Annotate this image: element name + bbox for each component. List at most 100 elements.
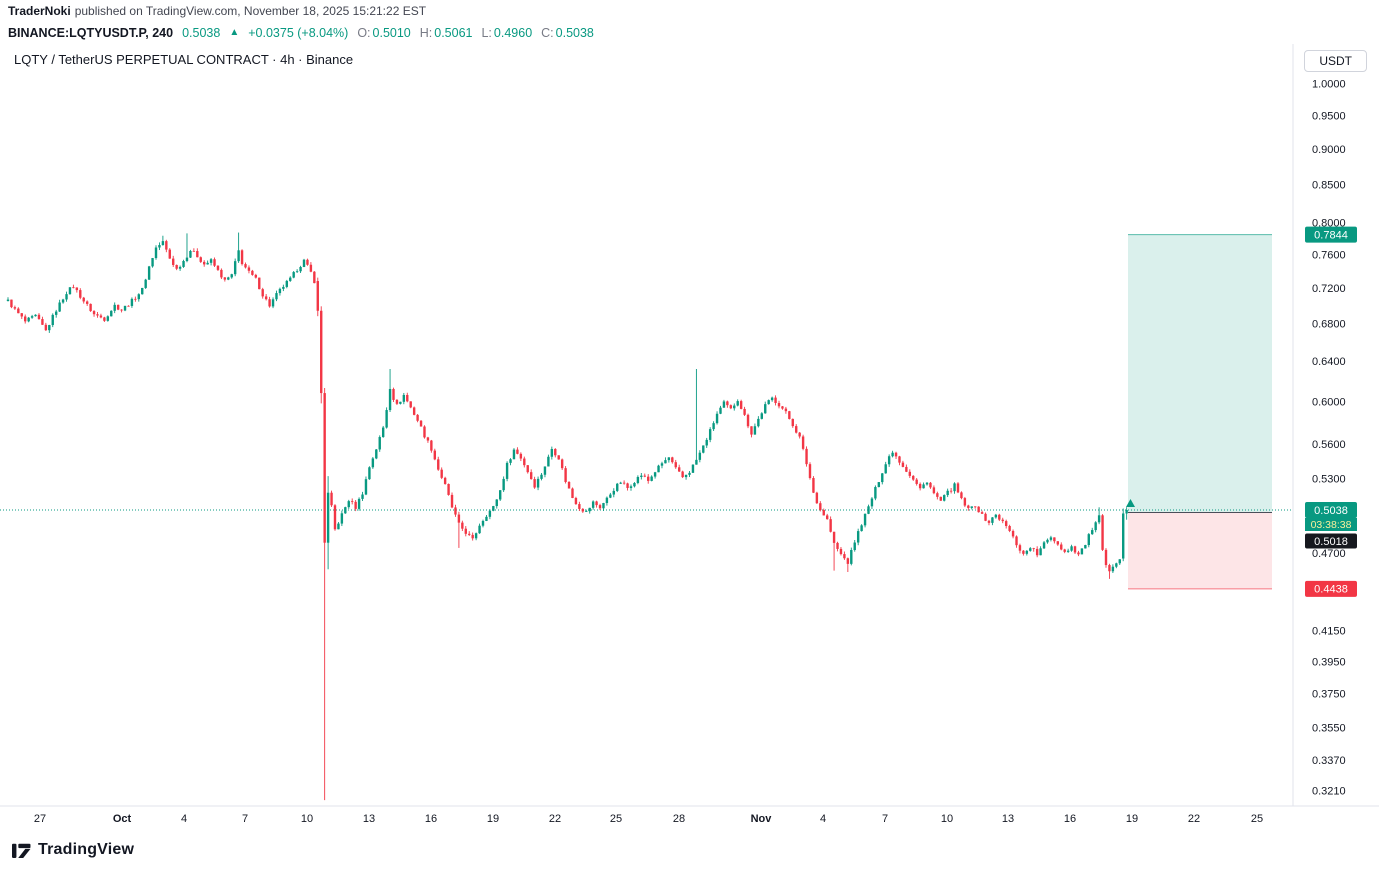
price-tick-label: 0.3750 [1312,689,1346,701]
candle [488,509,492,520]
candle [1004,519,1008,529]
tradingview-watermark[interactable]: TradingView [12,840,134,859]
candle [282,284,285,292]
time-axis[interactable]: 27 Oct 4 7 10 13 16 19 22 25 28 Nov 4 7 10 13 16 19 22 25 [34,813,1263,825]
candle [901,460,905,468]
candle [1011,529,1015,539]
candle [843,551,846,560]
price-tick-label: 0.9500 [1312,110,1346,122]
candle [788,410,791,420]
position-tool-layer[interactable] [1128,234,1272,590]
candle [161,235,165,246]
candle [1049,535,1053,542]
candle [130,297,134,308]
candle [974,506,977,509]
candle [1080,548,1084,555]
candle [1125,507,1128,520]
candle [994,513,998,519]
candle [499,490,502,501]
candle [598,503,602,510]
candle [733,403,736,411]
candle [127,305,130,307]
price-tick-label: 0.6800 [1312,318,1346,330]
candle [853,539,856,552]
candle [960,491,963,500]
candle [196,248,199,258]
candle [698,450,702,463]
candle [860,524,863,532]
candle [622,480,626,485]
candle [550,446,554,460]
candle [991,517,994,526]
currency-unit-button[interactable]: USDT [1304,50,1367,72]
high-value: H: 0.5061 [419,25,473,40]
candle [1115,562,1118,569]
candle [684,474,688,480]
current-price-badge [1305,502,1357,518]
candle [233,258,237,277]
author-link[interactable]: TraderNoki [8,3,71,18]
candle [206,260,209,265]
candle [168,248,171,259]
candle [295,269,299,274]
candle [1084,544,1087,549]
candle [323,387,326,801]
candle [371,456,375,469]
price-axis[interactable]: 1.0000 0.9500 0.9000 0.8500 0.8000 0.7600 0.72… [1312,79,1346,798]
candle [750,426,753,438]
candle [409,401,412,409]
candle [375,448,378,460]
candle [643,473,646,478]
candle [767,399,770,405]
candle [760,412,763,420]
candle [110,310,113,317]
price-tick-label: 0.4700 [1312,548,1346,560]
candle [440,467,443,480]
target-price-badge [1305,226,1357,243]
candle [936,491,939,500]
candle [722,399,726,408]
candle [96,312,99,318]
candle [963,496,967,508]
profit-zone [1128,234,1272,513]
candle [1073,545,1077,554]
candle [705,437,708,448]
candle [543,466,547,478]
candle [647,474,650,484]
candle [1008,524,1011,533]
candle [836,541,839,552]
candle [987,519,991,526]
candle [178,265,182,271]
candle [34,314,37,317]
candle [801,434,805,451]
candle [1056,541,1060,546]
candle [65,291,68,302]
candle [715,411,719,425]
candle [351,498,354,505]
candle [984,512,987,522]
candle [495,499,498,509]
symbol-name[interactable]: BINANCE:LQTYUSDT.P, 240 [8,25,174,40]
candle [75,287,79,293]
time-tick-label: 13 [363,813,375,825]
candle [770,396,774,402]
candle [602,502,605,512]
time-tick-label: 28 [673,813,685,825]
tradingview-logo-icon [12,843,31,858]
candle [746,413,750,429]
candle [526,465,529,474]
candle [819,501,822,512]
close-value: C: 0.5038 [541,25,594,40]
candle [216,265,220,271]
candle [674,459,677,469]
up-arrow-icon: ▲ [229,27,240,38]
candle [712,421,715,432]
time-tick-label: 19 [1126,813,1138,825]
candle [664,457,667,464]
candle [726,400,729,408]
candle [154,245,158,260]
candle [784,406,788,414]
candle [1066,548,1070,553]
candle [846,557,850,573]
